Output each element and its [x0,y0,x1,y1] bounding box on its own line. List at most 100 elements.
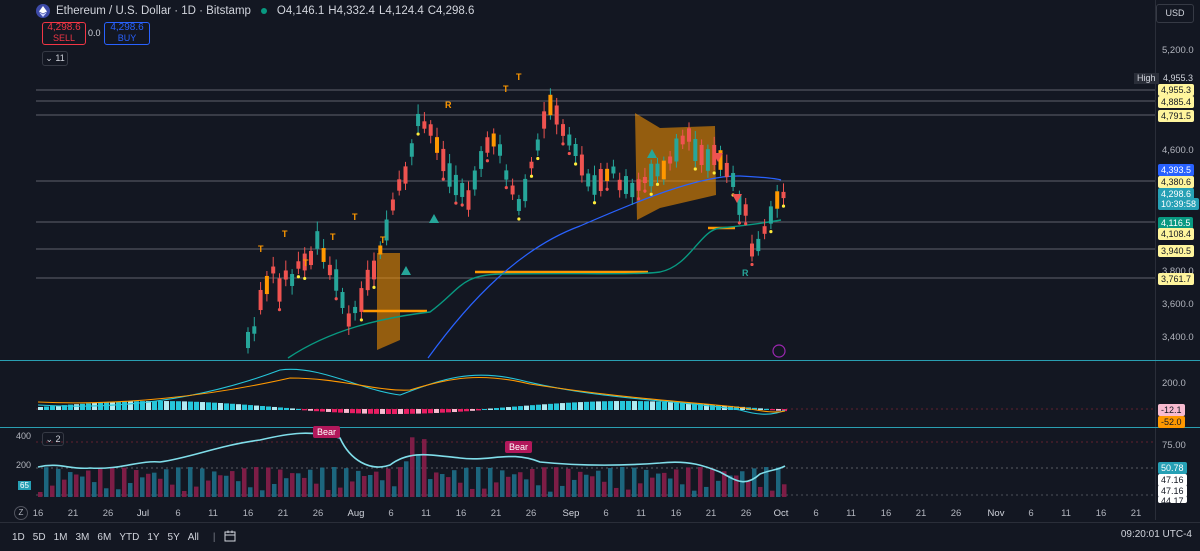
candle-body [542,111,547,129]
candle-body [321,248,326,262]
macd-histogram-bar [776,409,781,411]
timeframe-ytd-button[interactable]: YTD [119,531,140,543]
clock-timezone[interactable]: 09:20:01 UTC-4 [1120,529,1192,540]
time-axis-label: 16 [1095,508,1107,519]
volume-bar [584,474,589,497]
candle-body [390,199,395,211]
candle-body [693,138,698,162]
goto-date-icon[interactable]: Z [14,506,28,520]
time-axis-label: 6 [175,508,181,519]
volume-bar [320,467,325,497]
volume-bar [554,467,559,497]
timeframe-1m-button[interactable]: 1M [53,531,68,543]
signal-dot [643,189,647,193]
volume-bar [692,490,697,497]
macd-histogram-bar [320,409,325,412]
volume-bar [74,474,79,497]
timeframe-3m-button[interactable]: 3M [75,531,90,543]
macd-histogram-bar [110,402,115,410]
macd-histogram-bar [386,409,391,414]
timeframe-1y-button[interactable]: 1Y [147,531,160,543]
macd-histogram-bar [140,401,145,410]
timeframe-6m-button[interactable]: 6M [97,531,112,543]
candle-body [724,162,729,178]
macd-histogram-bar [272,406,277,410]
signal-zone-box [635,113,716,220]
time-axis-label: 16 [242,508,254,519]
macd-histogram-bar [278,407,283,410]
price-axis-tag: 4,108.4 [1158,228,1195,240]
macd-histogram-bar [68,404,73,410]
candle-body [718,150,723,170]
candle-body [334,269,339,291]
macd-histogram-bar [314,409,319,412]
candle-body [504,170,509,180]
time-axis-label: 16 [880,508,892,519]
time-axis-label: 6 [603,508,609,519]
volume-bar [116,489,121,497]
symbol-title[interactable]: Ethereum / U.S. Dollar · 1D · Bitstamp [56,5,251,17]
timeframe-all-button[interactable]: All [187,531,199,543]
volume-bar [392,486,397,497]
volume-bar [308,469,313,497]
volume-bar [548,491,553,497]
time-axis-label: 26 [740,508,752,519]
macd-histogram-bar [548,403,553,410]
candle-body [592,175,597,195]
macd-histogram-bar [212,402,217,410]
buy-button[interactable]: 4,298.6 BUY [104,22,150,45]
time-axis-label: 21 [67,508,79,519]
signal-dot [441,177,445,181]
macd-histogram-bar [74,404,79,410]
volume-bar [266,467,271,497]
pane-separator-oscillator[interactable] [0,427,1200,428]
candle-body [428,124,433,136]
time-axis-label: 6 [388,508,394,519]
signal-dot [536,156,540,161]
currency-button[interactable]: USD [1156,4,1194,23]
macd-histogram-bar [350,409,355,414]
ohlc-value: 4,146.1 [285,5,325,17]
volume-bar [128,483,133,497]
volume-bar [158,478,163,497]
macd-histogram-bar [656,401,661,410]
candle-body [516,199,521,211]
calendar-icon[interactable] [224,530,236,545]
volume-bar [542,467,547,497]
macd-histogram-bar [638,401,643,410]
symbol-legend[interactable]: Ethereum / U.S. Dollar · 1D · Bitstamp O… [36,4,478,18]
oscillator-indicators-button[interactable]: ⌄ 2 [42,432,64,446]
volume-bar [710,468,715,497]
signal-dot [303,276,307,281]
time-axis-label: 11 [421,508,431,519]
timeframe-5y-button[interactable]: 5Y [167,531,180,543]
sell-button[interactable]: 4,298.6 SELL [42,22,86,45]
indicators-toggle-button[interactable]: ⌄ 11 [42,51,68,66]
macd-histogram-bar [308,409,313,411]
macd-histogram-bar [686,402,691,410]
volume-bar [206,480,211,497]
volume-bar [230,471,235,497]
candle-body [680,135,685,145]
timeframe-5d-button[interactable]: 5D [32,531,46,543]
signal-triangle-up [401,266,411,275]
signal-label-t: T [352,212,358,222]
macd-histogram-bar [86,403,91,410]
time-axis-label: 11 [208,508,218,519]
candle-body [605,168,610,182]
volume-bar [314,483,319,497]
volume-bar [746,480,751,497]
volume-bar [350,481,355,497]
timeframe-1d-button[interactable]: 1D [12,531,25,543]
volume-bar [530,468,535,497]
volume-bar [248,487,253,497]
price-tick: 3,400.0 [1162,332,1194,343]
volume-bar [62,479,67,497]
volume-bar [698,467,703,497]
macd-histogram-bar [248,405,253,410]
volume-bar [56,468,61,497]
pane-separator-macd[interactable] [0,360,1200,361]
macd-histogram-bar [122,401,127,410]
macd-histogram-bar [488,408,493,410]
